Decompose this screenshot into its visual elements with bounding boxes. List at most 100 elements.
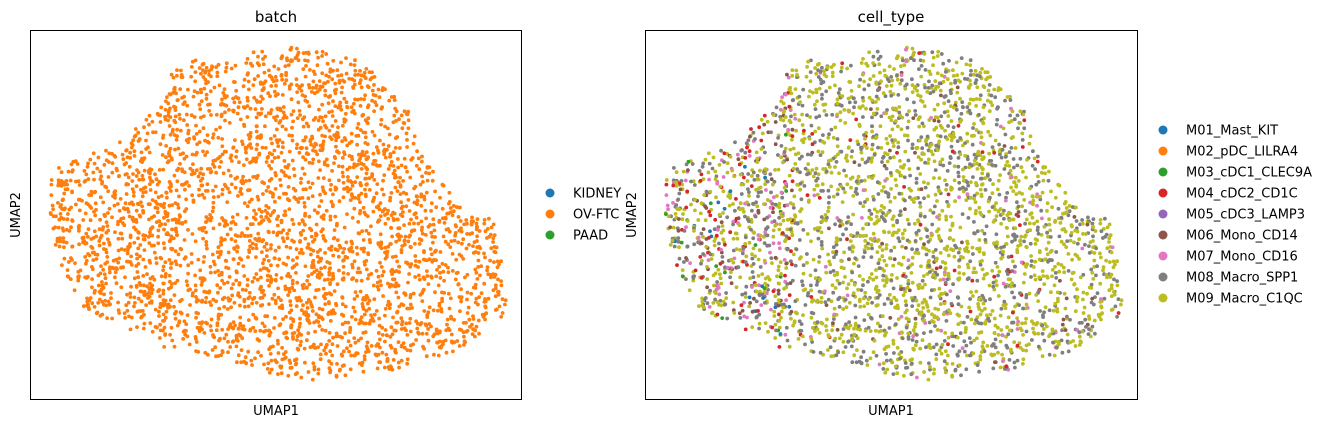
scatter-point	[781, 218, 786, 223]
scatter-point	[765, 198, 770, 202]
scatter-point	[743, 242, 748, 246]
scatter-point-ov-ftc	[347, 76, 352, 81]
scatter-point-ov-ftc	[163, 315, 168, 320]
scatter-point-ov-ftc	[274, 83, 278, 88]
scatter-point-ov-ftc	[245, 283, 250, 288]
scatter-point-ov-ftc	[322, 236, 326, 241]
scatter-point	[902, 63, 907, 67]
scatter-point-ov-ftc	[362, 249, 366, 254]
scatter-point-ov-ftc	[173, 316, 178, 321]
scatter-point-ov-ftc	[483, 297, 487, 301]
scatter-point-ov-ftc	[164, 309, 169, 314]
scatter-point-ov-ftc	[450, 213, 455, 218]
scatter-point-ov-ftc	[315, 63, 320, 68]
scatter-point-ov-ftc	[276, 286, 280, 291]
scatter-point-ov-ftc	[309, 90, 314, 94]
scatter-point-ov-ftc	[449, 239, 454, 244]
scatter-point-ov-ftc	[243, 145, 248, 150]
scatter-point-ov-ftc	[318, 168, 322, 173]
scatter-point-ov-ftc	[421, 288, 426, 293]
scatter-point-ov-ftc	[404, 204, 409, 209]
scatter-point	[1003, 155, 1008, 159]
scatter-point	[1036, 174, 1040, 179]
scatter-point-ov-ftc	[340, 164, 345, 169]
scatter-point	[1013, 365, 1017, 370]
scatter-point	[788, 108, 793, 112]
scatter-point	[1004, 242, 1008, 246]
scatter-point-ov-ftc	[375, 284, 380, 289]
scatter-point-ov-ftc	[335, 282, 340, 287]
scatter-point-ov-ftc	[439, 345, 443, 350]
scatter-point-ov-ftc	[417, 273, 421, 278]
scatter-point	[743, 327, 748, 332]
scatter-point-ov-ftc	[209, 328, 214, 333]
scatter-point-ov-ftc	[369, 224, 373, 229]
scatter-point	[902, 133, 907, 138]
scatter-point-ov-ftc	[116, 219, 120, 224]
scatter-point	[773, 322, 778, 327]
scatter-point	[795, 221, 800, 225]
scatter-point	[1010, 290, 1014, 295]
scatter-point-ov-ftc	[288, 274, 293, 279]
scatter-point	[876, 295, 880, 300]
scatter-point-ov-ftc	[331, 335, 335, 340]
scatter-point-ov-ftc	[358, 270, 363, 275]
scatter-point-ov-ftc	[347, 349, 351, 354]
scatter-point-ov-ftc	[353, 195, 357, 200]
scatter-point	[794, 247, 799, 252]
scatter-point-ov-ftc	[68, 178, 73, 183]
scatter-point-ov-ftc	[162, 345, 167, 349]
scatter-point-ov-ftc	[358, 104, 363, 108]
scatter-point-ov-ftc	[130, 187, 135, 192]
scatter-point-ov-ftc	[330, 77, 335, 82]
scatter-point-ov-ftc	[76, 276, 81, 280]
scatter-point-ov-ftc	[295, 53, 300, 57]
scatter-point-ov-ftc	[278, 322, 283, 327]
scatter-point-ov-ftc	[117, 256, 122, 261]
scatter-point-ov-ftc	[383, 245, 388, 250]
scatter-point-ov-ftc	[258, 80, 263, 85]
scatter-point-ov-ftc	[331, 308, 336, 313]
scatter-point-ov-ftc	[339, 60, 343, 65]
scatter-point-ov-ftc	[214, 328, 219, 333]
scatter-point-ov-ftc	[421, 275, 426, 280]
scatter-point	[870, 129, 874, 134]
scatter-point	[870, 115, 874, 120]
scatter-point	[668, 243, 673, 247]
scatter-point-ov-ftc	[303, 94, 307, 99]
scatter-point-ov-ftc	[342, 247, 347, 251]
scatter-point-ov-ftc	[313, 329, 317, 334]
scatter-point-ov-ftc	[141, 283, 146, 288]
scatter-point	[1107, 222, 1112, 227]
scatter-point-ov-ftc	[197, 102, 202, 107]
scatter-point-ov-ftc	[299, 339, 303, 344]
scatter-point-ov-ftc	[132, 295, 137, 300]
scatter-point	[1015, 316, 1019, 321]
scatter-point-ov-ftc	[252, 276, 257, 280]
scatter-point-ov-ftc	[334, 301, 338, 306]
scatter-point-ov-ftc	[325, 163, 330, 168]
scatter-point	[1038, 309, 1042, 313]
scatter-point-ov-ftc	[272, 292, 277, 297]
scatter-point-ov-ftc	[284, 244, 289, 249]
scatter-point	[1056, 261, 1061, 266]
scatter-point-ov-ftc	[72, 288, 77, 293]
scatter-point-ov-ftc	[411, 291, 416, 296]
scatter-point-ov-ftc	[381, 192, 386, 197]
scatter-point	[953, 100, 958, 105]
scatter-point-ov-ftc	[304, 64, 308, 68]
scatter-point-ov-ftc	[113, 270, 118, 275]
scatter-point	[805, 293, 810, 298]
scatter-point	[905, 97, 909, 102]
scatter-point-ov-ftc	[123, 316, 127, 320]
scatter-point	[1021, 280, 1026, 285]
scatter-point-ov-ftc	[432, 332, 437, 337]
scatter-point-ov-ftc	[265, 314, 270, 319]
scatter-point-ov-ftc	[299, 247, 304, 252]
scatter-point-ov-ftc	[70, 244, 75, 249]
scatter-point-ov-ftc	[132, 149, 137, 154]
scatter-point-ov-ftc	[396, 360, 401, 365]
scatter-point-ov-ftc	[341, 78, 345, 83]
scatter-point-ov-ftc	[144, 147, 149, 151]
scatter-point-ov-ftc	[288, 361, 293, 365]
